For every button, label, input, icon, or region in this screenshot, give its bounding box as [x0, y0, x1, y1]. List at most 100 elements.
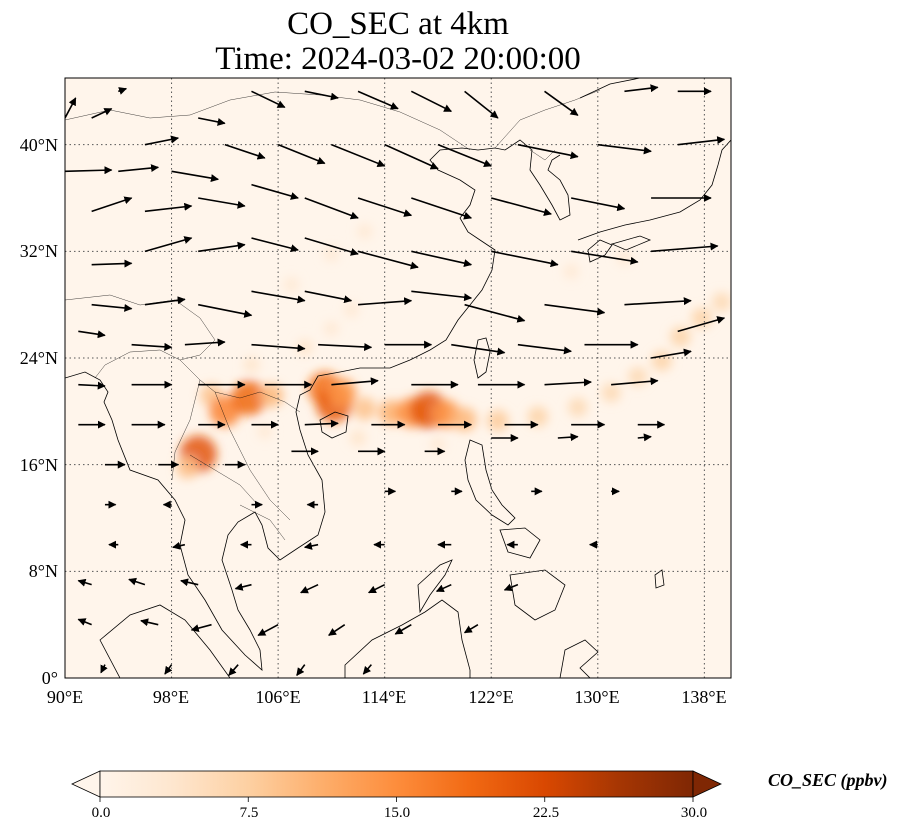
- wind-vector: [304, 237, 359, 256]
- wind-vector: [304, 90, 339, 101]
- wind-vector: [180, 578, 199, 587]
- wind-vector: [198, 241, 246, 253]
- wind-vector: [651, 242, 719, 253]
- lon-tick-label: 130°E: [574, 687, 620, 707]
- wind-vector: [304, 419, 339, 428]
- co-plume-cell: [487, 409, 509, 432]
- laos-vietnam-border: [214, 391, 291, 521]
- wind-vector: [184, 338, 226, 347]
- korea-border: [529, 149, 556, 161]
- co-plume-cell: [568, 397, 588, 417]
- co-plume-cell: [616, 250, 633, 266]
- co-plume-cell: [231, 380, 267, 416]
- co-plume-cell: [259, 383, 284, 408]
- sea-of-japan-coastline: [579, 78, 641, 99]
- lon-tick-label: 90°E: [46, 687, 84, 707]
- wind-vector: [91, 259, 133, 268]
- co-plume-cell: [323, 246, 340, 262]
- wind-vectors: [65, 84, 726, 676]
- wind-vector: [251, 183, 299, 200]
- wind-vector: [91, 303, 133, 312]
- co-plume-cell: [430, 436, 446, 453]
- wind-vector: [517, 343, 572, 355]
- wind-vector: [435, 583, 452, 593]
- colorbar-tick-label: 22.5: [532, 805, 560, 821]
- co-plume-cell: [651, 350, 672, 371]
- mongolia-border: [65, 91, 471, 151]
- sulawesi-coastline: [559, 639, 599, 678]
- wind-vector: [463, 623, 479, 634]
- co-plume-cell: [356, 223, 373, 240]
- co-plume-cell: [257, 423, 273, 440]
- lat-tick-label: 8°N: [28, 561, 58, 581]
- wind-vector: [128, 577, 146, 586]
- co-plume-cell: [243, 356, 260, 374]
- wind-vector: [451, 343, 506, 356]
- co-plume-cell: [527, 406, 549, 427]
- wind-vector: [91, 196, 133, 213]
- wind-vector: [251, 290, 306, 304]
- colorbar-tick-label: 15.0: [383, 805, 411, 821]
- wind-vector: [251, 237, 299, 253]
- borneo-coastline: [344, 599, 471, 678]
- lat-tick-label: 40°N: [19, 135, 58, 155]
- honshu-coastline: [577, 139, 731, 241]
- wind-vector: [544, 90, 579, 116]
- wind-vector: [491, 250, 559, 268]
- wind-vector: [357, 250, 419, 270]
- co-plume-cell: [353, 397, 377, 421]
- colorbar-max-extend: [692, 770, 722, 798]
- wind-vector: [100, 664, 108, 674]
- wind-vector: [650, 348, 692, 359]
- wind-vector: [251, 343, 306, 353]
- cambodia-border: [239, 504, 286, 541]
- wind-vector: [331, 377, 379, 386]
- wind-vector: [171, 170, 219, 183]
- wind-vector: [257, 623, 279, 637]
- wind-vector: [144, 296, 186, 306]
- wind-vector: [65, 166, 113, 175]
- wind-vector: [296, 664, 306, 676]
- wind-vector: [410, 90, 452, 113]
- lon-tick-label: 98°E: [152, 687, 190, 707]
- wind-vector: [77, 618, 92, 626]
- northeast-border: [494, 89, 601, 149]
- himalaya-border: [65, 294, 216, 379]
- wind-vector: [118, 87, 128, 95]
- wind-vector: [131, 342, 173, 351]
- co-concentration-field: [176, 223, 731, 479]
- colorbar-gradient: [99, 770, 694, 798]
- map-panel: [64, 77, 732, 679]
- wind-vector: [198, 197, 246, 209]
- wind-vector: [503, 583, 519, 592]
- wind-vector: [190, 623, 212, 633]
- wind-vector: [611, 377, 659, 386]
- map-background: [65, 78, 731, 678]
- co-plume-cell: [563, 263, 579, 280]
- wind-vector: [144, 236, 193, 253]
- figure-time-subtitle: Time: 2024-03-02 20:00:00: [215, 41, 581, 77]
- wind-vector: [491, 197, 552, 217]
- wind-vector: [677, 316, 726, 333]
- wind-vector: [91, 107, 113, 119]
- co-plume-cell: [283, 276, 300, 293]
- sumatra-coastline: [99, 604, 231, 678]
- wind-vector: [304, 290, 353, 304]
- colorbar-tick-label: 7.5: [239, 805, 259, 821]
- shikoku-coastline: [610, 235, 652, 251]
- lat-tick-label: 32°N: [19, 241, 58, 261]
- wind-vector: [300, 583, 319, 594]
- lon-tick-label: 106°E: [255, 687, 301, 707]
- wind-vector: [624, 297, 692, 306]
- wind-vector: [637, 433, 652, 442]
- wind-vector: [172, 541, 186, 550]
- wind-vector: [571, 250, 639, 265]
- co-plume-cell: [176, 455, 199, 479]
- wind-vector: [318, 342, 373, 351]
- colorbar-min-extend: [71, 770, 101, 798]
- wind-vector: [677, 136, 726, 146]
- wind-vector: [277, 143, 326, 165]
- wind-vector: [140, 618, 159, 627]
- wind-vector: [464, 90, 499, 119]
- wind-vector: [362, 664, 372, 675]
